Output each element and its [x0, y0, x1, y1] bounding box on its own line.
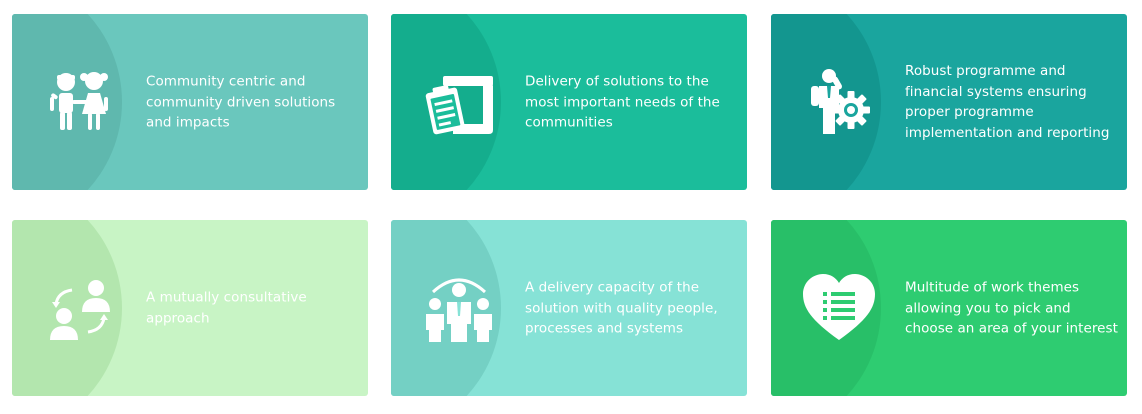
feature-card-delivery: Delivery of solutions to the most import…	[391, 14, 747, 190]
feature-card-capacity: A delivery capacity of the solution with…	[391, 220, 747, 396]
consultation-icon	[42, 270, 118, 346]
team-icon	[421, 270, 497, 346]
feature-card-systems: Robust programme and financial systems e…	[771, 14, 1127, 190]
businessman-gear-icon	[801, 64, 877, 140]
heart-list-icon	[801, 270, 877, 346]
feature-text: Robust programme and financial systems e…	[905, 63, 1110, 141]
feature-text: A mutually consultative approach	[146, 289, 307, 327]
feature-card-community: Community centric and community driven s…	[12, 14, 368, 190]
feature-text: Delivery of solutions to the most import…	[525, 73, 720, 131]
feature-text: Community centric and community driven s…	[146, 73, 336, 131]
feature-card-consultative: A mutually consultative approach	[12, 220, 368, 396]
feature-card-themes: Multitude of work themes allowing you to…	[771, 220, 1127, 396]
clipboard-box-icon	[421, 64, 497, 140]
children-icon	[42, 64, 118, 140]
feature-text: Multitude of work themes allowing you to…	[905, 279, 1118, 337]
feature-text: A delivery capacity of the solution with…	[525, 279, 718, 337]
